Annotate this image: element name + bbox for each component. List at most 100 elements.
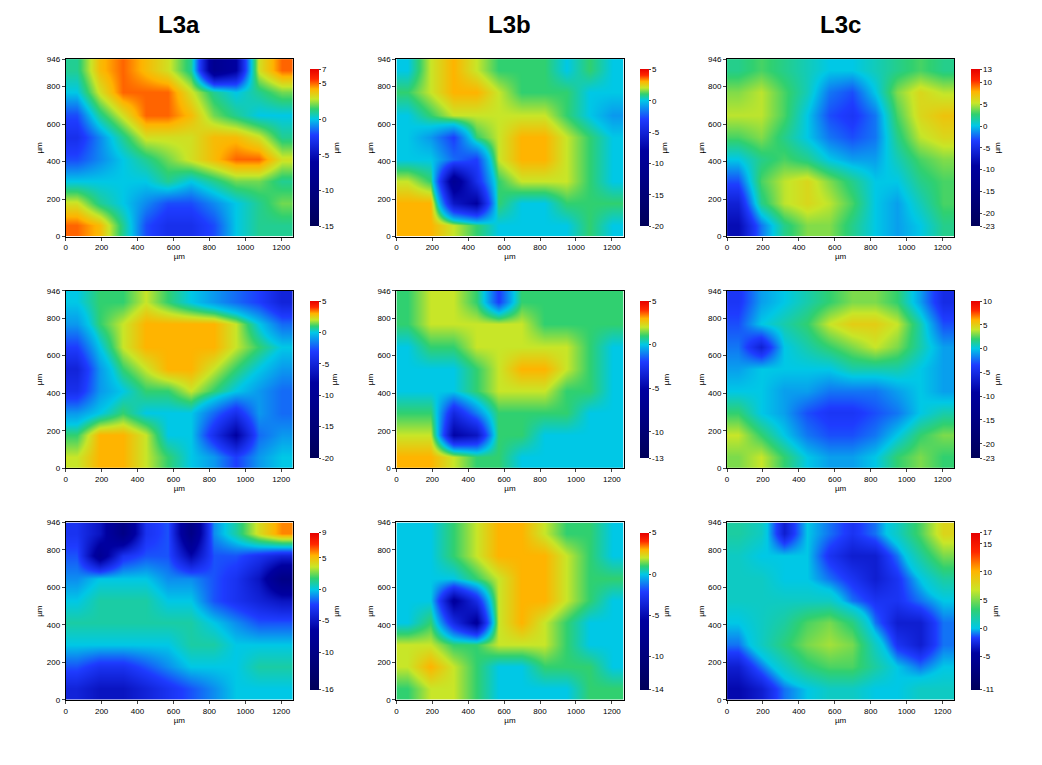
svg-text:0: 0 <box>983 624 988 633</box>
svg-text:-5: -5 <box>983 652 991 661</box>
svg-text:-20: -20 <box>983 440 995 449</box>
svg-text:L3a: L3a <box>158 11 200 38</box>
svg-text:-15: -15 <box>322 422 334 431</box>
svg-text:µm: µm <box>504 484 516 493</box>
svg-text:-5: -5 <box>652 128 660 137</box>
svg-text:946: 946 <box>377 55 391 64</box>
svg-text:1200: 1200 <box>603 475 621 484</box>
svg-text:800: 800 <box>377 314 391 323</box>
svg-text:200: 200 <box>426 475 440 484</box>
svg-text:15: 15 <box>983 540 992 549</box>
svg-text:600: 600 <box>47 351 61 360</box>
svg-text:400: 400 <box>131 707 145 716</box>
svg-text:400: 400 <box>462 475 476 484</box>
svg-text:-10: -10 <box>983 392 995 401</box>
svg-text:0: 0 <box>725 243 730 252</box>
svg-text:200: 200 <box>756 707 770 716</box>
svg-text:200: 200 <box>377 195 391 204</box>
svg-text:-23: -23 <box>983 454 995 463</box>
svg-text:5: 5 <box>322 79 327 88</box>
svg-text:µm: µm <box>835 484 847 493</box>
svg-text:-16: -16 <box>322 685 334 694</box>
svg-text:600: 600 <box>377 583 391 592</box>
svg-text:µm: µm <box>35 142 44 154</box>
svg-text:µm: µm <box>660 142 669 154</box>
svg-text:-20: -20 <box>983 209 995 218</box>
svg-text:400: 400 <box>792 707 806 716</box>
svg-text:1000: 1000 <box>567 475 585 484</box>
svg-text:µm: µm <box>35 374 44 386</box>
svg-text:400: 400 <box>462 243 476 252</box>
svg-text:5: 5 <box>983 100 988 109</box>
svg-text:600: 600 <box>377 351 391 360</box>
svg-text:200: 200 <box>47 427 61 436</box>
svg-text:200: 200 <box>426 243 440 252</box>
svg-text:1000: 1000 <box>236 707 254 716</box>
svg-text:200: 200 <box>95 707 109 716</box>
svg-text:400: 400 <box>377 621 391 630</box>
svg-text:1000: 1000 <box>236 243 254 252</box>
svg-text:600: 600 <box>497 707 511 716</box>
svg-text:10: 10 <box>983 568 992 577</box>
svg-text:13: 13 <box>983 65 992 74</box>
svg-text:800: 800 <box>203 243 217 252</box>
svg-text:400: 400 <box>47 389 61 398</box>
svg-text:µm: µm <box>991 605 1000 617</box>
svg-text:400: 400 <box>47 157 61 166</box>
svg-text:400: 400 <box>377 389 391 398</box>
svg-text:1000: 1000 <box>898 707 916 716</box>
svg-text:800: 800 <box>47 546 61 555</box>
svg-text:400: 400 <box>792 475 806 484</box>
svg-text:946: 946 <box>377 518 391 527</box>
svg-text:0: 0 <box>652 97 657 106</box>
svg-text:-15: -15 <box>983 416 995 425</box>
svg-text:400: 400 <box>792 243 806 252</box>
svg-text:0: 0 <box>56 696 61 705</box>
svg-text:200: 200 <box>377 658 391 667</box>
svg-text:0: 0 <box>725 707 730 716</box>
svg-text:0: 0 <box>652 570 657 579</box>
svg-text:946: 946 <box>708 287 722 296</box>
svg-text:-5: -5 <box>983 144 991 153</box>
svg-text:600: 600 <box>47 120 61 129</box>
svg-text:0: 0 <box>394 707 399 716</box>
svg-text:800: 800 <box>203 707 217 716</box>
svg-text:-11: -11 <box>983 685 995 694</box>
svg-text:400: 400 <box>131 475 145 484</box>
svg-text:-5: -5 <box>322 360 330 369</box>
svg-text:17: 17 <box>983 528 992 537</box>
svg-text:-10: -10 <box>322 391 334 400</box>
svg-text:-10: -10 <box>983 165 995 174</box>
svg-text:200: 200 <box>95 475 109 484</box>
svg-text:200: 200 <box>426 707 440 716</box>
svg-text:200: 200 <box>756 475 770 484</box>
svg-text:600: 600 <box>708 351 722 360</box>
svg-text:200: 200 <box>377 427 391 436</box>
svg-text:0: 0 <box>717 696 722 705</box>
svg-text:600: 600 <box>708 120 722 129</box>
svg-text:µm: µm <box>35 605 44 617</box>
svg-text:1200: 1200 <box>934 475 952 484</box>
svg-text:0: 0 <box>717 464 722 473</box>
svg-text:1200: 1200 <box>272 475 290 484</box>
svg-text:800: 800 <box>533 707 547 716</box>
svg-text:600: 600 <box>497 243 511 252</box>
svg-text:0: 0 <box>394 243 399 252</box>
svg-text:200: 200 <box>95 243 109 252</box>
svg-text:-20: -20 <box>652 222 664 231</box>
svg-text:600: 600 <box>828 475 842 484</box>
svg-text:800: 800 <box>47 82 61 91</box>
svg-text:400: 400 <box>47 621 61 630</box>
svg-text:µm: µm <box>697 142 706 154</box>
svg-text:5: 5 <box>322 554 327 563</box>
svg-text:-10: -10 <box>652 428 664 437</box>
svg-text:-20: -20 <box>322 454 334 463</box>
svg-text:µm: µm <box>835 716 847 725</box>
svg-text:200: 200 <box>708 658 722 667</box>
svg-text:400: 400 <box>462 707 476 716</box>
svg-text:200: 200 <box>756 243 770 252</box>
svg-text:0: 0 <box>63 243 68 252</box>
svg-text:0: 0 <box>652 340 657 349</box>
svg-text:800: 800 <box>864 475 878 484</box>
svg-text:5: 5 <box>652 297 657 306</box>
